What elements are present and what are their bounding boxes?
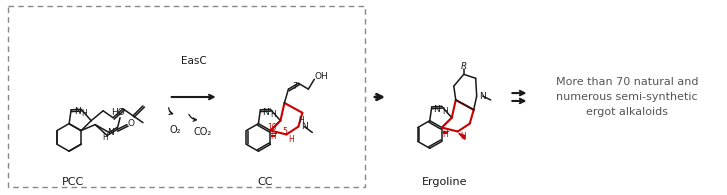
Text: H: H bbox=[81, 109, 87, 118]
Text: CO₂: CO₂ bbox=[193, 128, 212, 137]
Text: Ergoline: Ergoline bbox=[422, 177, 467, 187]
Text: CC: CC bbox=[257, 177, 273, 187]
Text: 10: 10 bbox=[268, 123, 277, 132]
Text: N: N bbox=[479, 91, 486, 100]
Text: EasC: EasC bbox=[181, 56, 206, 66]
Text: N: N bbox=[107, 128, 113, 137]
Text: H: H bbox=[289, 135, 294, 144]
Text: N: N bbox=[262, 108, 269, 117]
Text: R: R bbox=[461, 62, 467, 71]
Text: H: H bbox=[270, 110, 276, 119]
Text: OH: OH bbox=[314, 72, 328, 81]
Text: O: O bbox=[127, 119, 134, 128]
Text: H: H bbox=[103, 133, 108, 142]
Polygon shape bbox=[459, 134, 465, 139]
Text: O₂: O₂ bbox=[170, 125, 182, 135]
Text: N: N bbox=[73, 107, 81, 116]
Text: N: N bbox=[301, 122, 308, 131]
Text: More than 70 natural and
numerous semi-synthetic
ergot alkaloids: More than 70 natural and numerous semi-s… bbox=[555, 77, 698, 117]
Text: HO: HO bbox=[111, 108, 125, 117]
Text: H: H bbox=[270, 132, 276, 141]
Text: PCC: PCC bbox=[62, 177, 84, 187]
Text: 5: 5 bbox=[282, 127, 287, 136]
Text: H: H bbox=[460, 132, 465, 141]
Text: H: H bbox=[442, 130, 448, 139]
Text: N: N bbox=[433, 105, 440, 114]
Text: H: H bbox=[299, 116, 304, 125]
Text: 7: 7 bbox=[292, 82, 297, 91]
Text: H: H bbox=[442, 107, 448, 116]
